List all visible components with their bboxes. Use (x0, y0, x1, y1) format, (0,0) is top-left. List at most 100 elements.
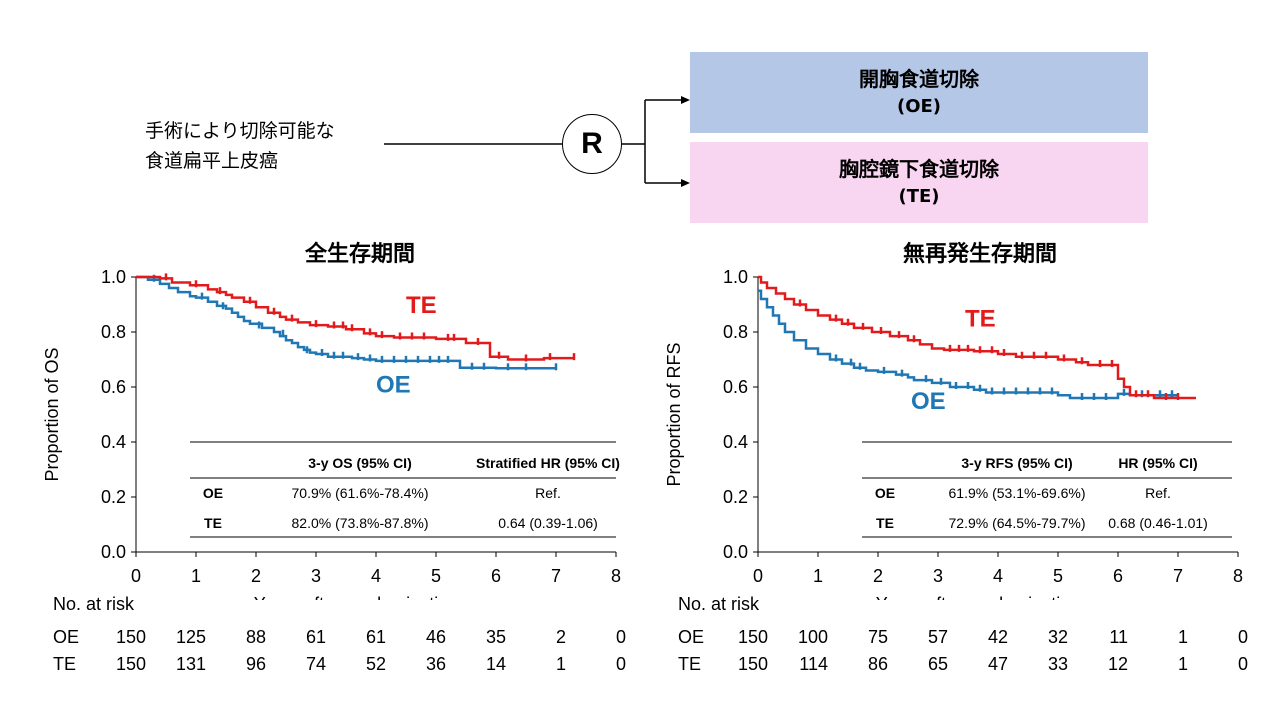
arm-box-oe: 開胸食道切除 (OE) (690, 52, 1148, 133)
table-cell: 70.9% (61.6%-78.4%) (292, 485, 429, 501)
arrowhead-icon (681, 179, 690, 187)
risk-count: 35 (485, 627, 506, 647)
arm-box-te: 胸腔鏡下食道切除 (TE) (690, 142, 1148, 223)
table-cell: Ref. (1145, 485, 1171, 501)
risk-count: 36 (425, 654, 446, 674)
x-tick-label: 8 (611, 566, 621, 586)
population-label: 手術により切除可能な 食道扁平上皮癌 (145, 116, 335, 176)
x-tick-label: 5 (1053, 566, 1063, 586)
rfs-km-chart: 0.0 0.2 0.4 0.6 0.8 1.0 0 1 2 3 4 5 6 7 8 Proportion of… (664, 267, 1243, 600)
y-tick-label: 0.4 (723, 432, 748, 452)
x-tick-label: 0 (753, 566, 763, 586)
table-row-label: TE (876, 515, 894, 531)
x-tick-label: 7 (1173, 566, 1183, 586)
risk-count: 150 (115, 627, 146, 647)
x-tick-label: 3 (933, 566, 943, 586)
table-cell: 72.9% (64.5%-79.7%) (949, 515, 1086, 531)
x-tick-label: 7 (551, 566, 561, 586)
randomization-circle: R (562, 114, 622, 174)
table-cell: Ref. (535, 485, 561, 501)
risk-count: 12 (1107, 654, 1128, 674)
risk-count: 65 (927, 654, 948, 674)
series-label-te: TE (965, 306, 996, 333)
risk-count: 150 (737, 627, 768, 647)
risk-table-label: No. at risk (678, 594, 760, 614)
risk-count: 125 (175, 627, 206, 647)
rfs-chart-title: 無再発生存期間 (902, 242, 1057, 267)
summary-table-bg (862, 442, 1232, 537)
risk-count: 1 (1177, 654, 1188, 674)
risk-count: 2 (555, 627, 566, 647)
table-header: 3-y OS (95% CI) (308, 455, 411, 471)
y-tick-label: 1.0 (101, 267, 126, 287)
risk-count: 150 (115, 654, 146, 674)
risk-count: 75 (867, 627, 888, 647)
table-cell: 61.9% (53.1%-69.6%) (949, 485, 1086, 501)
risk-count: 1 (555, 654, 566, 674)
x-tick-label: 5 (431, 566, 441, 586)
population-line-1: 手術により切除可能な (145, 120, 335, 142)
table-row-label: OE (203, 485, 223, 501)
risk-count: 96 (245, 654, 266, 674)
x-tick-label: 4 (371, 566, 381, 586)
table-cell: 0.68 (0.46-1.01) (1108, 515, 1208, 531)
y-tick-label: 0.6 (101, 377, 126, 397)
km-curve-te (758, 275, 1196, 400)
table-cell: 0.64 (0.39-1.06) (498, 515, 598, 531)
table-header: 3-y RFS (95% CI) (961, 455, 1072, 471)
y-axis-label: Proportion of OS (42, 347, 62, 481)
x-tick-label: 2 (251, 566, 261, 586)
series-label-te: TE (406, 292, 437, 319)
risk-count: 74 (305, 654, 326, 674)
risk-count: 47 (987, 654, 1008, 674)
schema-connectors (384, 96, 690, 187)
risk-count: 33 (1047, 654, 1068, 674)
arm-name-te: 胸腔鏡下食道切除 (839, 156, 999, 181)
os-km-chart: 0.0 0.2 0.4 0.6 0.8 1.0 0 1 2 3 4 5 6 7 8 Proportion of… (42, 267, 621, 600)
risk-count: 114 (799, 654, 828, 674)
table-header: HR (95% CI) (1118, 455, 1197, 471)
risk-count: 150 (737, 654, 768, 674)
series-label-oe: OE (911, 388, 946, 415)
y-tick-label: 0.4 (101, 432, 126, 452)
x-axis-label: Years after randomization (254, 594, 458, 600)
risk-count: 0 (1237, 654, 1248, 674)
km-curve-oe (136, 275, 556, 370)
risk-group-label: TE (678, 654, 702, 674)
risk-count: 11 (1109, 627, 1128, 647)
risk-count: 86 (867, 654, 888, 674)
y-tick-label: 0.2 (101, 487, 126, 507)
x-tick-label: 8 (1233, 566, 1243, 586)
risk-count: 61 (305, 627, 326, 647)
table-row-label: OE (875, 485, 895, 501)
arm-abbr-te: (TE) (898, 185, 940, 207)
risk-count: 0 (615, 654, 626, 674)
table-header: Stratified HR (95% CI) (476, 455, 620, 471)
x-tick-label: 6 (1113, 566, 1123, 586)
y-tick-label: 0.2 (723, 487, 748, 507)
x-axis-label: Years after randomization (876, 594, 1080, 600)
x-tick-label: 2 (873, 566, 883, 586)
x-tick-label: 4 (993, 566, 1003, 586)
x-tick-label: 1 (191, 566, 201, 586)
arm-abbr-oe: (OE) (896, 95, 942, 117)
x-tick-label: 1 (813, 566, 823, 586)
km-curve-te (136, 275, 574, 361)
risk-count: 52 (365, 654, 386, 674)
risk-count: 14 (485, 654, 506, 674)
risk-count: 42 (987, 627, 1008, 647)
risk-group-label: TE (53, 654, 77, 674)
arrowhead-icon (681, 96, 690, 104)
y-tick-label: 0.0 (723, 542, 748, 562)
risk-group-label: OE (53, 627, 80, 647)
population-line-2: 食道扁平上皮癌 (145, 150, 279, 172)
risk-count: 131 (175, 654, 206, 674)
risk-count: 0 (1237, 627, 1248, 647)
risk-group-label: OE (678, 627, 705, 647)
y-tick-label: 0.0 (101, 542, 126, 562)
y-tick-label: 0.8 (723, 322, 748, 342)
risk-table-label: No. at risk (53, 594, 135, 614)
risk-count: 57 (927, 627, 948, 647)
risk-count: 46 (425, 627, 446, 647)
y-tick-label: 0.8 (101, 322, 126, 342)
